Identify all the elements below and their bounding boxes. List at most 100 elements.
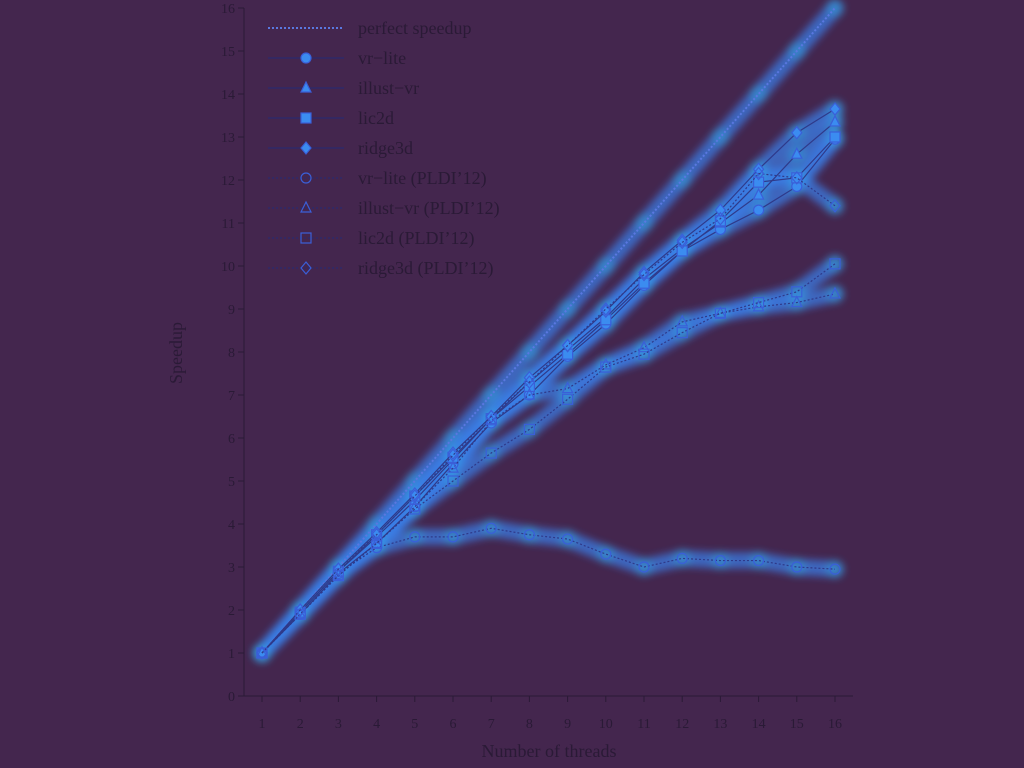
data-point xyxy=(676,235,688,250)
legend-label: ridge3d (PLDI’12) xyxy=(358,258,493,279)
data-point xyxy=(409,503,421,515)
data-point xyxy=(523,387,536,400)
legend-entry-ridge3d: ridge3d xyxy=(261,138,413,158)
y-tick-label: 2 xyxy=(228,604,235,619)
glow-spot xyxy=(749,551,768,570)
data-point xyxy=(447,475,459,487)
data-point xyxy=(638,265,650,280)
data-point xyxy=(676,314,689,327)
legend-marker xyxy=(300,112,312,124)
glow-spot xyxy=(444,527,462,546)
x-tick-label: 8 xyxy=(526,717,533,732)
data-point xyxy=(447,531,459,543)
legend-label: illust−vr (PLDI’12) xyxy=(358,198,500,219)
x-tick-label: 7 xyxy=(488,717,495,732)
data-point xyxy=(752,187,765,200)
legend-label: illust−vr xyxy=(358,78,419,98)
data-point xyxy=(332,569,344,582)
x-tick-label: 6 xyxy=(450,717,457,732)
data-point xyxy=(523,529,536,541)
data-point xyxy=(485,447,497,459)
data-point xyxy=(294,608,306,620)
data-point xyxy=(408,499,421,512)
data-point xyxy=(485,522,497,534)
data-point xyxy=(294,603,306,617)
legend-marker xyxy=(300,200,312,213)
glow-path-illust-vr-pldi-12 xyxy=(254,285,843,661)
data-point xyxy=(829,286,841,299)
glow-spot xyxy=(558,530,577,549)
data-point xyxy=(791,561,803,573)
data-point xyxy=(829,563,841,575)
series-illust-vr-pldi-12 xyxy=(256,286,841,658)
x-tick-label: 10 xyxy=(599,717,613,732)
y-tick-label: 1 xyxy=(228,647,235,662)
data-point xyxy=(561,381,574,394)
y-tick-label: 8 xyxy=(228,346,235,361)
data-point xyxy=(714,305,727,318)
data-point xyxy=(409,531,421,543)
data-point xyxy=(752,204,765,216)
data-point xyxy=(600,361,612,373)
data-point xyxy=(638,561,650,573)
legend-label: lic2d (PLDI’12) xyxy=(358,228,474,249)
legend-entry-ridge3d-pldi-12: ridge3d (PLDI’12) xyxy=(261,258,493,279)
series-line-illust-vr xyxy=(261,121,836,654)
data-point xyxy=(561,338,574,353)
data-point xyxy=(829,114,841,127)
data-point xyxy=(829,198,841,213)
data-point xyxy=(600,302,612,316)
y-tick-label: 3 xyxy=(228,561,235,576)
data-point xyxy=(752,296,765,309)
y-axis-label: Speedup xyxy=(166,322,186,384)
y-tick-label: 12 xyxy=(221,174,235,189)
legend-entry-lic2d-pldi-12: lic2d (PLDI’12) xyxy=(261,228,474,249)
legend-marker xyxy=(300,172,312,184)
data-point xyxy=(561,393,574,405)
series-layer xyxy=(256,7,841,660)
data-point xyxy=(791,286,803,298)
data-point xyxy=(791,172,803,184)
data-point xyxy=(447,460,459,473)
x-tick-label: 2 xyxy=(297,717,304,732)
legend-entry-illust-vr-pldi-12: illust−vr (PLDI’12) xyxy=(261,198,500,219)
y-tick-label: 16 xyxy=(221,2,235,17)
data-point xyxy=(447,448,459,463)
x-tick-label: 3 xyxy=(335,717,342,732)
y-tick-label: 14 xyxy=(221,88,235,103)
series-line-vr-lite-pldi-12 xyxy=(261,527,836,654)
legend-marker xyxy=(300,80,312,93)
data-point xyxy=(600,548,612,560)
y-tick-label: 15 xyxy=(221,45,235,60)
series-ridge3d-pldi-12 xyxy=(256,166,841,660)
legend-label: vr−lite (PLDI’12) xyxy=(358,168,487,189)
data-point xyxy=(370,536,383,548)
legend-entry-illust-vr: illust−vr xyxy=(261,78,419,98)
x-tick-label: 4 xyxy=(373,717,380,732)
legend-marker xyxy=(300,232,312,244)
data-point xyxy=(676,327,688,339)
x-tick-label: 1 xyxy=(259,717,266,732)
data-point xyxy=(676,552,688,565)
data-point xyxy=(523,375,536,390)
data-point xyxy=(332,568,345,581)
legend-entry-lic2d: lic2d xyxy=(261,108,394,128)
y-tick-label: 9 xyxy=(228,303,235,318)
series-line-ridge3d xyxy=(261,108,836,654)
legend: perfect speedup vr−lite illust−vr lic2d ridg… xyxy=(261,18,500,279)
legend-entry-perfect-speedup: perfect speedup xyxy=(261,18,471,38)
y-tick-label: 5 xyxy=(228,475,235,490)
legend-marker xyxy=(300,141,312,155)
y-tick-label: 10 xyxy=(221,260,235,275)
legend-entry-vr-lite-pldi-12: vr−lite (PLDI’12) xyxy=(261,168,487,189)
legend-label: ridge3d xyxy=(358,138,413,158)
series-line-vr-lite xyxy=(261,138,836,654)
data-point xyxy=(332,562,345,577)
data-point xyxy=(256,646,268,660)
legend-entry-vr-lite: vr−lite xyxy=(261,48,406,68)
y-tick-label: 6 xyxy=(228,432,235,447)
x-tick-label: 9 xyxy=(564,717,571,732)
series-line-lic2d-pldi-12 xyxy=(261,263,836,654)
